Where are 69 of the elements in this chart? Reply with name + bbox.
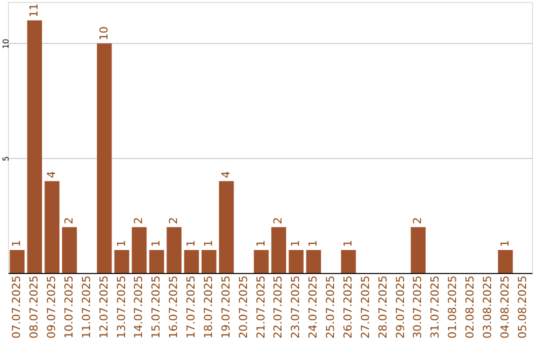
bar bbox=[341, 250, 356, 273]
data-label: 1 bbox=[184, 240, 198, 248]
x-tick-label: 12.07.2025 bbox=[97, 276, 110, 338]
bar bbox=[44, 181, 60, 273]
x-tick-label: 15.07.2025 bbox=[150, 276, 163, 338]
data-label: 1 bbox=[202, 240, 215, 248]
bar bbox=[271, 227, 286, 273]
bar bbox=[288, 250, 304, 273]
x-tick-label: 22.07.2025 bbox=[272, 276, 285, 338]
bar bbox=[184, 250, 199, 273]
x-tick-label: 07.07.2025 bbox=[10, 276, 24, 338]
data-label: 2 bbox=[272, 217, 285, 224]
x-tick-label: 08.07.2025 bbox=[28, 276, 41, 338]
bar bbox=[306, 250, 322, 273]
x-tick-label: 17.07.2025 bbox=[184, 276, 198, 338]
x-tick-label: 13.07.2025 bbox=[114, 276, 128, 338]
data-label: 1 bbox=[306, 240, 320, 248]
x-tick-label: 30.07.2025 bbox=[411, 276, 424, 338]
data-label: 1 bbox=[114, 240, 128, 248]
x-tick-label: 09.07.2025 bbox=[45, 276, 58, 338]
bar bbox=[132, 227, 147, 273]
x-tick-label: 05.08.2025 bbox=[516, 276, 529, 338]
x-tick-label: 23.07.2025 bbox=[289, 276, 302, 338]
data-label: 1 bbox=[341, 240, 354, 248]
x-tick-label: 01.08.2025 bbox=[446, 276, 460, 338]
x-tick-label: 04.08.2025 bbox=[498, 276, 512, 338]
bar bbox=[166, 227, 182, 273]
data-label: 4 bbox=[219, 171, 232, 178]
bar bbox=[62, 227, 77, 273]
data-label: 2 bbox=[62, 217, 76, 224]
bar bbox=[218, 181, 234, 273]
x-tick-label: 27.07.2025 bbox=[358, 276, 372, 338]
x-tick-label: 20.07.2025 bbox=[236, 276, 250, 338]
x-tick-label: 29.07.2025 bbox=[394, 276, 407, 338]
x-tick-label: 26.07.2025 bbox=[341, 276, 354, 338]
y-tick-label: 5 bbox=[2, 156, 10, 162]
x-tick-label: 14.07.2025 bbox=[132, 276, 146, 338]
bar bbox=[202, 250, 216, 273]
data-label: 11 bbox=[28, 3, 41, 18]
bar bbox=[96, 43, 112, 273]
x-tick-label: 10.07.2025 bbox=[62, 276, 76, 338]
bar bbox=[27, 20, 42, 273]
x-tick-label: 16.07.2025 bbox=[167, 276, 180, 338]
x-tick-label: 28.07.2025 bbox=[376, 276, 390, 338]
x-tick-label: 11.07.2025 bbox=[80, 276, 93, 338]
x-tick-label: 18.07.2025 bbox=[202, 276, 215, 338]
bar bbox=[254, 250, 269, 273]
bar bbox=[498, 250, 513, 273]
data-label: 4 bbox=[45, 171, 58, 178]
bar bbox=[410, 227, 426, 273]
x-tick-label: 03.08.2025 bbox=[480, 276, 494, 338]
bar bbox=[114, 250, 130, 273]
bar bbox=[10, 250, 25, 273]
bar bbox=[149, 250, 164, 273]
x-tick-label: 02.08.2025 bbox=[464, 276, 477, 338]
data-label: 1 bbox=[10, 240, 24, 248]
data-label: 2 bbox=[411, 217, 424, 224]
x-tick-label: 31.07.2025 bbox=[428, 276, 442, 338]
data-label: 1 bbox=[150, 240, 163, 248]
data-label: 1 bbox=[289, 240, 302, 248]
data-label: 1 bbox=[498, 240, 512, 248]
x-tick-label: 24.07.2025 bbox=[306, 276, 320, 338]
data-label: 2 bbox=[132, 217, 146, 224]
x-tick-label: 25.07.2025 bbox=[324, 276, 338, 338]
x-tick-label: 21.07.2025 bbox=[254, 276, 268, 338]
data-label: 1 bbox=[254, 240, 268, 248]
data-label: 2 bbox=[167, 217, 180, 224]
data-label: 10 bbox=[97, 26, 110, 40]
x-tick-label: 19.07.2025 bbox=[219, 276, 232, 338]
